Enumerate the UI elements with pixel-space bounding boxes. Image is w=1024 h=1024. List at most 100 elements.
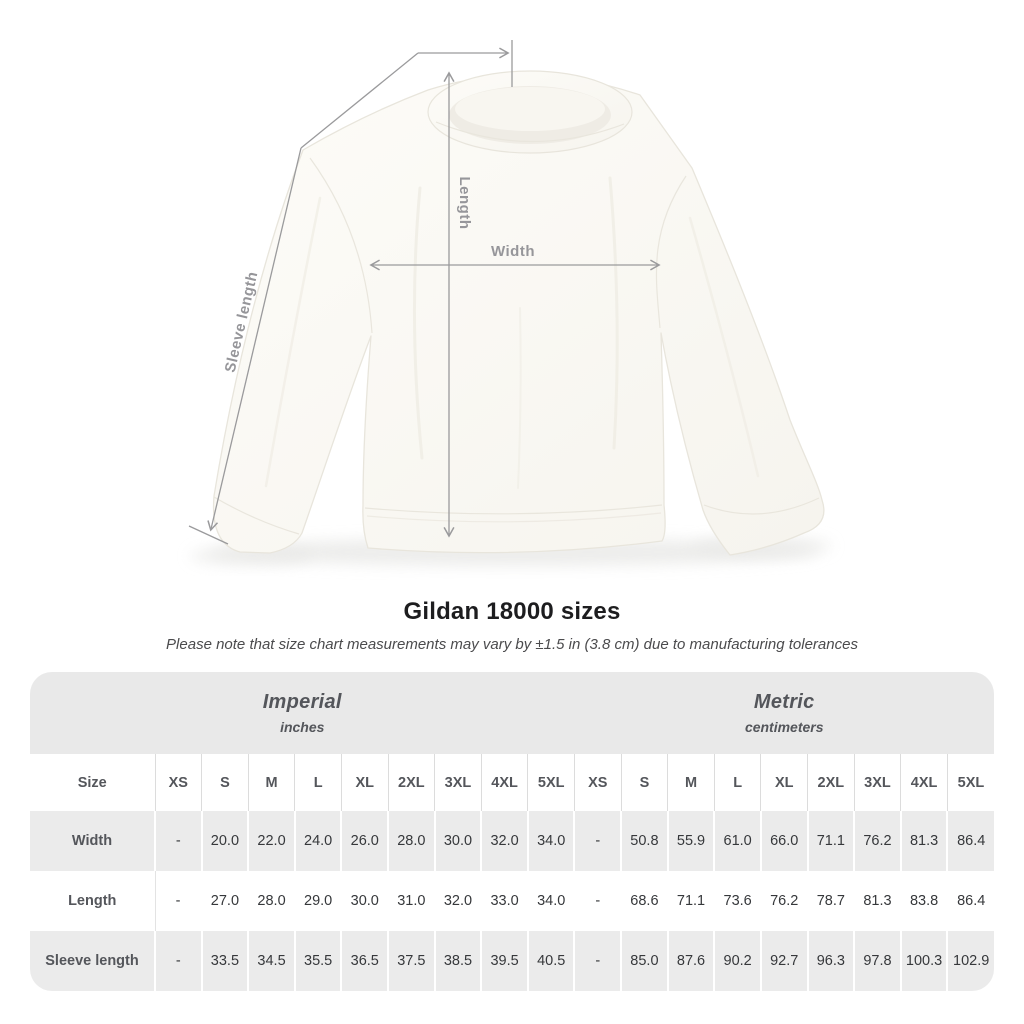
col-header-imperial-m: M [247,754,295,811]
cell-sleeve-length-imperial-4xl: 39.5 [480,931,528,991]
col-header-metric-l: L [713,754,761,811]
page-title: Gildan 18000 sizes [403,598,621,625]
cell-width-metric-l: 61.0 [713,811,761,871]
cell-sleeve-length-imperial-l: 35.5 [293,931,342,991]
sleeve-length-end-tick [188,525,229,545]
cell-width-metric-5xl: 86.4 [946,811,994,871]
collar [427,70,633,154]
cell-sleeve-length-metric-xs: - [573,931,622,991]
cell-length-imperial-xs: - [154,871,202,931]
collar-rib-seam [435,121,625,143]
cell-width-metric-xs: - [573,811,622,871]
cell-length-imperial-5xl: 34.0 [526,871,575,931]
sweatshirt-measurement-diagram: Length Width Sleeve length [188,40,832,566]
cell-length-metric-2xl: 78.7 [806,871,855,931]
seam-lines [213,157,820,535]
table-row-sleeve-length: Sleeve length -33.5 34.5 35.5 36.5 37.5 38.5 39… [30,931,994,991]
table-row-length: Length -27.0 28.0 29.0 30.0 31.0 32.0 33.0 34.0-… [30,871,994,931]
cell-width-metric-m: 55.9 [666,811,715,871]
sleeve-length-diagonal-1 [300,52,419,149]
cell-sleeve-length-imperial-3xl: 38.5 [433,931,482,991]
col-header-metric-xs: XS [573,754,622,811]
cell-length-imperial-s: 27.0 [200,871,249,931]
cell-length-metric-m: 71.1 [666,871,715,931]
cell-length-metric-l: 73.6 [713,871,761,931]
cell-width-imperial-4xl: 32.0 [480,811,528,871]
length-label: Length [456,177,473,230]
cell-length-metric-xs: - [573,871,622,931]
left-armhole-seam [309,157,373,334]
cell-length-imperial-4xl: 33.0 [480,871,528,931]
cell-length-imperial-xl: 30.0 [340,871,389,931]
col-header-metric-5xl: 5XL [946,754,994,811]
imperial-unit: inches [280,719,325,735]
cell-sleeve-length-metric-5xl: 102.9 [946,931,994,991]
col-header-imperial-3xl: 3XL [434,754,482,811]
cell-sleeve-length-metric-l: 90.2 [713,931,761,991]
cell-sleeve-length-imperial-m: 34.5 [247,931,295,991]
cell-width-imperial-5xl: 34.0 [526,811,575,871]
cell-width-metric-2xl: 71.1 [806,811,855,871]
col-header-metric-s: S [620,754,668,811]
cell-length-imperial-m: 28.0 [247,871,295,931]
metric-label: Metric [753,691,815,713]
cell-width-imperial-m: 22.0 [247,811,295,871]
col-header-imperial-5xl: 5XL [527,754,575,811]
metric-band: Metric centimeters [574,672,994,754]
col-header-metric-4xl: 4XL [900,754,948,811]
cell-sleeve-length-metric-2xl: 96.3 [806,931,855,991]
cell-length-metric-s: 68.6 [620,871,668,931]
sleeve-length-diagonal-2 [207,147,302,532]
table-row-width: Width -20.0 22.0 24.0 26.0 28.0 30.0 32.0 34.0-5… [30,811,994,871]
cell-length-imperial-3xl: 32.0 [433,871,482,931]
col-header-imperial-4xl: 4XL [480,754,528,811]
measurement-lines [188,40,661,545]
cell-sleeve-length-imperial-xl: 36.5 [340,931,389,991]
col-header-imperial-xl: XL [340,754,389,811]
size-chart-table: Imperial inches Metric centimeters Size … [30,672,994,991]
col-header-imperial-2xl: 2XL [387,754,435,811]
cell-length-metric-3xl: 81.3 [853,871,901,931]
cell-length-imperial-2xl: 31.0 [387,871,435,931]
right-cuff-seam [703,497,820,515]
cell-width-metric-3xl: 76.2 [853,811,901,871]
cell-sleeve-length-metric-xl: 92.7 [759,931,808,991]
size-chart-card: Imperial inches Metric centimeters Size … [30,672,994,991]
cell-sleeve-length-metric-m: 87.6 [666,931,715,991]
sweatshirt-illustration [212,70,825,556]
row-label: Sleeve length [30,931,155,991]
cell-sleeve-length-metric-3xl: 97.8 [853,931,901,991]
cell-length-metric-5xl: 86.4 [946,871,994,931]
cell-width-imperial-s: 20.0 [200,811,249,871]
width-label: Width [491,243,535,260]
cell-width-metric-xl: 66.0 [759,811,808,871]
sweatshirt-body [212,74,825,556]
cell-width-imperial-l: 24.0 [293,811,342,871]
size-header-row: Size XS S M L XL 2XL 3XL 4XL 5XL XS S M L XL 2XL 3XL 4XL… [30,754,994,811]
col-header-metric-xl: XL [760,754,808,811]
imperial-band: Imperial inches [30,672,575,754]
left-cuff-seam [213,496,300,535]
col-header-metric-2xl: 2XL [807,754,855,811]
cell-sleeve-length-metric-s: 85.0 [620,931,668,991]
col-header-imperial-l: L [294,754,342,811]
cell-sleeve-length-imperial-xs: - [154,931,202,991]
col-header-imperial-s: S [201,754,249,811]
cell-length-metric-4xl: 83.8 [899,871,948,931]
fabric-folds [264,176,760,489]
cell-sleeve-length-metric-4xl: 100.3 [899,931,948,991]
cell-width-imperial-2xl: 28.0 [387,811,435,871]
imperial-label: Imperial [262,691,342,713]
cell-length-imperial-l: 29.0 [293,871,342,931]
size-table-body: Imperial inches Metric centimeters Size … [30,672,994,991]
cell-width-metric-4xl: 81.3 [899,811,948,871]
size-column-header: Size [30,754,155,811]
row-label: Width [30,811,155,871]
cell-width-imperial-3xl: 30.0 [433,811,482,871]
right-armhole-seam [655,175,687,329]
metric-unit: centimeters [744,719,824,735]
cell-width-imperial-xl: 26.0 [340,811,389,871]
unit-band-row: Imperial inches Metric centimeters [30,672,994,754]
collar-back-fabric [455,87,605,131]
col-header-imperial-xs: XS [154,754,202,811]
